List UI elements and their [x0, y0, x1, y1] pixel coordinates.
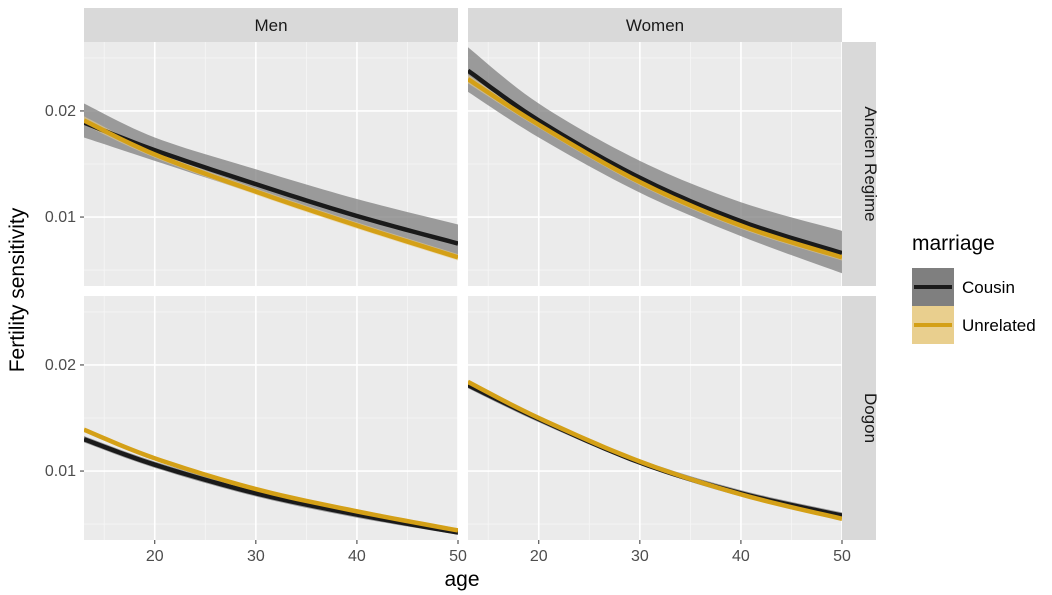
panel-men-ancien-regime: [84, 42, 458, 286]
y-tick-label: 0.02: [45, 103, 76, 120]
strip-men: [84, 8, 458, 42]
x-tick-label: 30: [631, 548, 649, 565]
x-tick-label: 40: [732, 548, 750, 565]
y-axis-title: Fertility sensitivity: [6, 207, 29, 372]
y-tick-label: 0.02: [45, 357, 76, 374]
panels-layer: [84, 42, 842, 540]
confidence-band-cousin: [468, 380, 842, 519]
x-tick-label: 40: [348, 548, 366, 565]
axes-layer: 0.01 0.02 0.01 0.02 20 30 40 50 20 30 40 50: [45, 103, 851, 565]
facet-strips: Men Women Ancien Regime Dogon: [84, 8, 880, 540]
strip-label-ancien-regime: Ancien Regime: [861, 106, 880, 221]
series-marks: [468, 379, 842, 521]
panel-women-dogon: [468, 296, 842, 540]
panel-men-dogon: [84, 296, 458, 540]
series-line-unrelated: [468, 379, 842, 521]
x-tick-label: 20: [146, 548, 164, 565]
legend-label-cousin: Cousin: [962, 278, 1015, 297]
y-tick-label: 0.01: [45, 463, 76, 480]
strip-ancien-regime: [842, 42, 876, 286]
x-tick-label: 50: [449, 548, 467, 565]
series-line-cousin: [468, 68, 842, 256]
strip-dogon: [842, 296, 876, 540]
strip-label-women: Women: [626, 16, 684, 35]
series-marks: [84, 427, 458, 535]
y-tick-label: 0.01: [45, 209, 76, 226]
series-line-unrelated: [468, 77, 842, 260]
x-tick-label: 30: [247, 548, 265, 565]
series-line-unrelated: [84, 427, 458, 533]
legend-label-unrelated: Unrelated: [962, 316, 1036, 335]
series-marks: [468, 47, 842, 274]
confidence-band-cousin: [468, 47, 842, 274]
series-marks: [84, 103, 458, 261]
x-tick-label: 50: [833, 548, 851, 565]
series-line-unrelated: [84, 118, 458, 260]
series-line-cousin: [84, 437, 458, 535]
strip-label-dogon: Dogon: [861, 393, 880, 443]
legend-title: marriage: [912, 232, 995, 255]
panel-women-ancien-regime: [468, 42, 842, 286]
legend: marriage Cousin Unrelated: [912, 232, 1036, 344]
x-axis-title: age: [444, 568, 479, 591]
strip-label-men: Men: [254, 16, 287, 35]
x-tick-label: 20: [530, 548, 548, 565]
strip-women: [468, 8, 842, 42]
